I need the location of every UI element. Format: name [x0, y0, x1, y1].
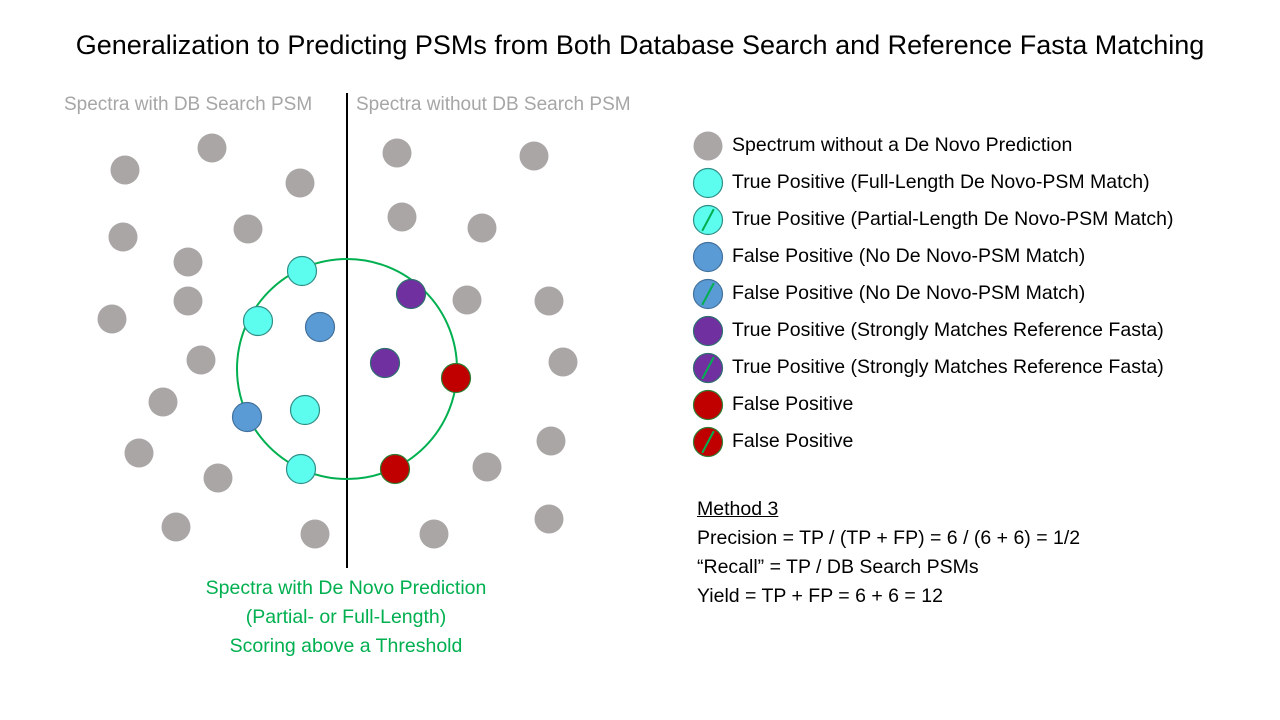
yield-formula: Yield = TP + FP = 6 + 6 = 12 — [697, 585, 943, 607]
legend-label: True Positive (Strongly Matches Referenc… — [732, 356, 1164, 378]
legend-item: True Positive (Full-Length De Novo-PSM M… — [692, 164, 1173, 201]
legend-swatch — [692, 315, 724, 346]
legend-swatch-circle — [692, 315, 724, 346]
legend-swatch — [692, 167, 724, 198]
legend-item: False Positive (No De Novo-PSM Match) — [692, 275, 1173, 312]
legend-swatch — [692, 389, 724, 420]
legend-label: False Positive — [732, 430, 854, 452]
spectrum-dot — [534, 504, 564, 534]
legend-item: True Positive (Strongly Matches Referenc… — [692, 312, 1173, 349]
legend-label: Spectrum without a De Novo Prediction — [732, 134, 1073, 156]
legend-item: True Positive (Strongly Matches Referenc… — [692, 349, 1173, 386]
caption-line-2: (Partial- or Full-Length) — [245, 606, 447, 628]
caption-line-1: Spectra with De Novo Prediction — [205, 577, 487, 599]
spectrum-dot — [452, 285, 482, 315]
legend-swatch — [693, 131, 723, 160]
method-heading: Method 3 — [697, 498, 779, 520]
spectrum-dot — [108, 222, 138, 252]
legend-swatch — [692, 204, 724, 235]
slide-title: Generalization to Predicting PSMs from B… — [75, 30, 1205, 60]
spectrum-dot — [382, 138, 412, 168]
legend-swatch-circle — [692, 352, 724, 383]
spectrum-dot — [472, 452, 502, 482]
legend-item: True Positive (Partial-Length De Novo-PS… — [692, 201, 1173, 238]
spectrum-dot — [536, 426, 566, 456]
spectrum-dot — [548, 347, 578, 377]
spectrum-dot — [186, 345, 216, 375]
left-region-label: Spectra with DB Search PSM — [64, 94, 313, 115]
method-block: Method 3 Precision = TP / (TP + FP) = 6 … — [697, 495, 1080, 611]
spectrum-dot-blue — [304, 311, 336, 343]
spectrum-dot — [148, 387, 178, 417]
legend-swatch — [692, 426, 724, 457]
legend-swatch-circle — [692, 426, 724, 457]
legend-swatch-circle — [693, 131, 723, 160]
spectrum-dot — [197, 133, 227, 163]
spectrum-dot-cyan — [242, 305, 274, 337]
legend-item: False Positive — [692, 386, 1173, 423]
legend-item: Spectrum without a De Novo Prediction — [692, 127, 1173, 164]
caption-line-3: Scoring above a Threshold — [229, 635, 463, 657]
legend: Spectrum without a De Novo Prediction Tru… — [692, 127, 1173, 460]
spectrum-dot — [173, 247, 203, 277]
legend-swatch — [692, 241, 724, 272]
spectrum-dot-purple — [395, 278, 427, 310]
legend-swatch-circle — [692, 204, 724, 235]
legend-label: False Positive (No De Novo-PSM Match) — [732, 245, 1086, 267]
spectrum-dot — [233, 214, 263, 244]
spectrum-dot-red — [379, 453, 411, 485]
legend-swatch-circle — [692, 241, 724, 272]
legend-swatch-circle — [692, 167, 724, 198]
precision-formula: Precision = TP / (TP + FP) = 6 / (6 + 6)… — [697, 527, 1081, 549]
legend-label: True Positive (Partial-Length De Novo-PS… — [732, 208, 1174, 230]
legend-item: False Positive (No De Novo-PSM Match) — [692, 238, 1173, 275]
legend-swatch-circle — [692, 389, 724, 420]
spectrum-dot-purple — [369, 347, 401, 379]
spectrum-dot-cyan — [289, 394, 321, 426]
spectrum-dot — [110, 155, 140, 185]
spectrum-dot-cyan — [285, 453, 317, 485]
legend-swatch — [692, 278, 724, 309]
spectrum-dot — [534, 286, 564, 316]
recall-formula: “Recall” = TP / DB Search PSMs — [697, 556, 979, 578]
spectrum-dot-red — [440, 362, 472, 394]
legend-label: False Positive — [732, 393, 854, 415]
spectrum-dot — [467, 213, 497, 243]
legend-label: True Positive (Full-Length De Novo-PSM M… — [732, 171, 1150, 193]
threshold-caption: Spectra with De Novo Prediction (Partial… — [150, 574, 542, 661]
spectrum-dot — [419, 519, 449, 549]
spectrum-dot — [285, 168, 315, 198]
legend-swatch — [692, 352, 724, 383]
spectrum-dot — [97, 304, 127, 334]
legend-label: True Positive (Strongly Matches Referenc… — [732, 319, 1164, 341]
spectrum-dot — [519, 141, 549, 171]
right-region-label: Spectra without DB Search PSM — [356, 94, 631, 115]
spectrum-dot — [161, 512, 191, 542]
legend-swatch-circle — [692, 278, 724, 309]
spectrum-dot — [203, 463, 233, 493]
spectrum-dot — [173, 286, 203, 316]
spectrum-dot — [387, 202, 417, 232]
legend-item: False Positive — [692, 423, 1173, 460]
spectrum-dot — [300, 519, 330, 549]
spectrum-dot — [124, 438, 154, 468]
spectrum-dot-cyan — [286, 255, 318, 287]
spectrum-dot-blue — [231, 401, 263, 433]
legend-label: False Positive (No De Novo-PSM Match) — [732, 282, 1086, 304]
